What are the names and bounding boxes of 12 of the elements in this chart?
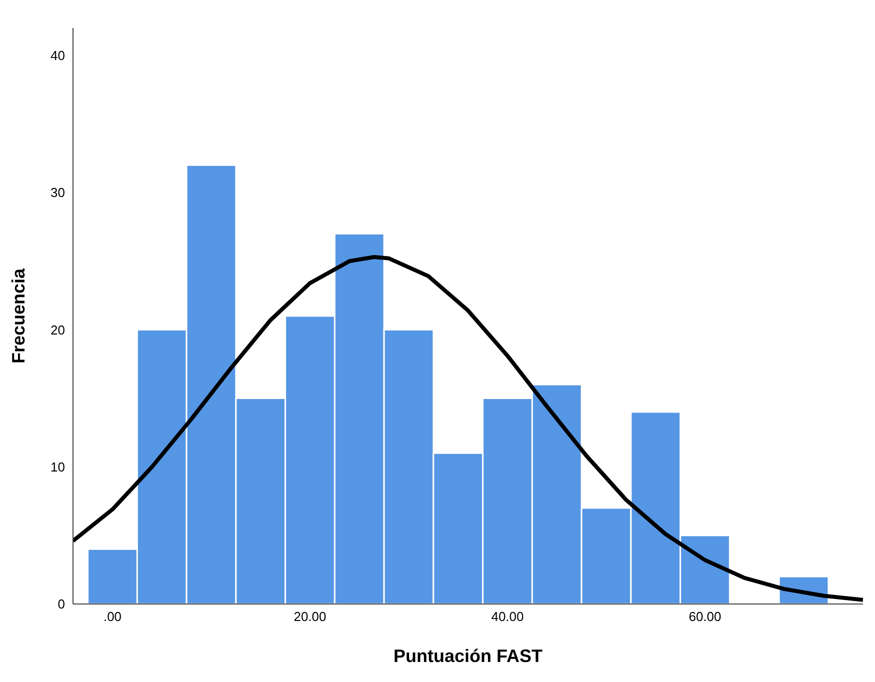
- y-tick-label: 20: [50, 322, 65, 338]
- x-tick-label: .00: [103, 609, 122, 624]
- y-tick-label: 30: [50, 185, 65, 200]
- y-axis-title: Frecuencia: [8, 267, 28, 364]
- y-tick-label: 0: [58, 596, 65, 612]
- x-tick-label: 20.00: [294, 609, 326, 624]
- x-tick-label: 60.00: [688, 609, 722, 624]
- y-tick-label: 40: [50, 48, 65, 64]
- x-axis-title: Puntuación FAST: [393, 646, 543, 666]
- y-tick-label: 10: [50, 459, 65, 474]
- line-series: [73, 255, 863, 602]
- x-tick-label: 40.00: [491, 609, 524, 624]
